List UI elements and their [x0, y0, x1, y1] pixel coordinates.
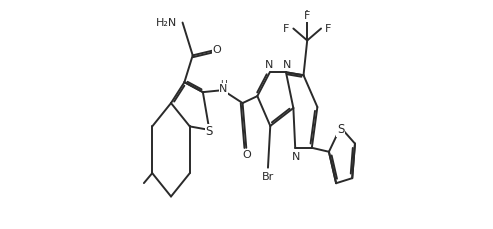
Text: N: N	[265, 60, 273, 70]
Text: H: H	[220, 80, 227, 89]
Text: N: N	[282, 60, 291, 70]
Text: O: O	[213, 45, 221, 55]
Text: F: F	[283, 24, 289, 33]
Text: F: F	[325, 24, 331, 33]
Text: N: N	[292, 152, 301, 162]
Text: S: S	[206, 125, 213, 138]
Text: S: S	[337, 123, 344, 136]
Text: O: O	[243, 150, 251, 160]
Text: F: F	[304, 11, 311, 21]
Text: Br: Br	[262, 172, 274, 182]
Text: N: N	[219, 84, 228, 94]
Text: H₂N: H₂N	[156, 18, 177, 27]
